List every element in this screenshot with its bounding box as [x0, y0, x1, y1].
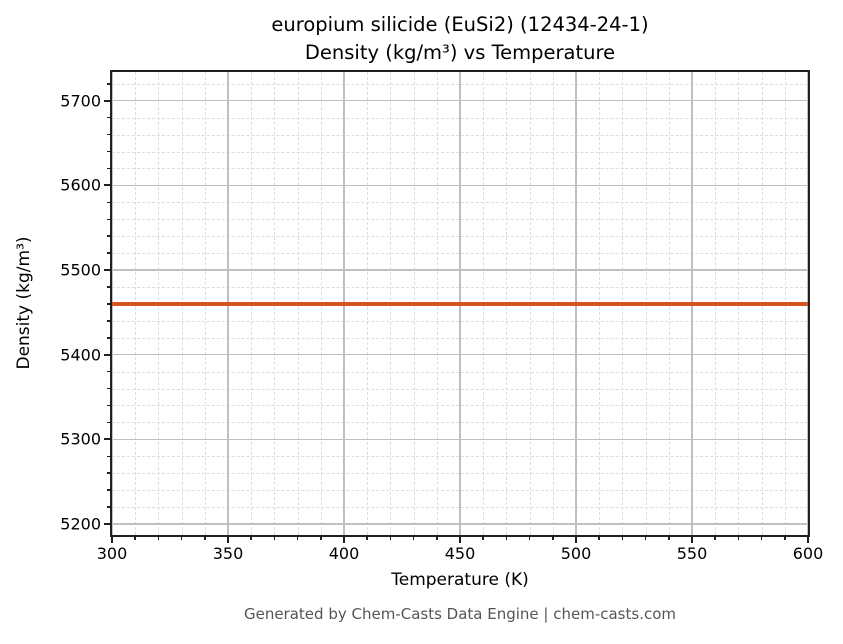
x-major-tick	[227, 536, 229, 543]
x-minor-tick	[389, 536, 392, 540]
x-major-tick	[459, 536, 461, 543]
x-minor-tick	[598, 536, 600, 540]
x-minor-tick	[157, 536, 160, 540]
y-major-tick	[104, 522, 111, 525]
x-tick-label: 550	[676, 544, 708, 563]
x-minor-tick	[552, 536, 554, 540]
x-major-tick	[111, 536, 113, 543]
x-minor-tick	[436, 536, 438, 540]
major-gridline-y	[112, 438, 808, 440]
x-minor-tick	[320, 536, 322, 540]
major-gridline-y	[112, 269, 808, 271]
y-major-tick	[104, 438, 111, 441]
y-minor-tick	[107, 150, 111, 153]
y-minor-tick	[107, 404, 111, 407]
plot-area	[111, 72, 809, 535]
x-minor-tick	[644, 536, 647, 540]
x-tick-label: 450	[444, 544, 476, 563]
x-minor-tick	[204, 536, 206, 540]
y-minor-tick	[107, 421, 111, 424]
y-minor-tick	[107, 218, 111, 221]
x-minor-tick	[505, 536, 508, 540]
x-minor-tick	[737, 536, 740, 540]
x-minor-tick	[134, 536, 136, 540]
chart-title-line1: europium silicide (EuSi2) (12434-24-1)	[271, 13, 649, 36]
x-minor-tick	[760, 536, 763, 540]
y-minor-tick	[107, 286, 111, 288]
y-major-tick	[104, 353, 111, 356]
x-tick-label: 600	[792, 544, 824, 563]
x-axis-label: Temperature (K)	[391, 570, 529, 590]
chart-title: europium silicide (EuSi2) (12434-24-1) D…	[112, 11, 808, 67]
major-gridline-y	[112, 100, 808, 102]
major-gridline-y	[112, 184, 808, 186]
y-minor-tick	[107, 133, 111, 136]
y-major-tick	[104, 99, 111, 102]
y-major-tick	[104, 269, 111, 272]
y-tick-label: 5400	[60, 345, 101, 365]
y-minor-tick	[107, 252, 111, 254]
x-minor-tick	[482, 536, 484, 540]
major-gridline-y	[112, 523, 808, 525]
y-minor-tick	[107, 167, 111, 170]
x-tick-label: 400	[328, 544, 360, 563]
x-major-tick	[691, 536, 693, 543]
y-minor-tick	[107, 116, 111, 119]
x-tick-label: 500	[560, 544, 592, 563]
major-gridline-y	[112, 354, 808, 356]
x-major-tick	[807, 536, 809, 543]
y-tick-label: 5200	[60, 514, 101, 534]
x-tick-label: 350	[212, 544, 244, 563]
y-minor-tick	[107, 387, 111, 390]
y-tick-label: 5500	[60, 260, 101, 280]
chart-title-line2: Density (kg/m³) vs Temperature	[304, 41, 616, 64]
x-major-tick	[343, 536, 345, 543]
x-minor-tick	[250, 536, 252, 540]
y-tick-label: 5700	[60, 91, 101, 111]
y-minor-tick	[107, 489, 111, 491]
x-minor-tick	[784, 536, 786, 540]
y-tick-label: 5300	[60, 429, 101, 449]
y-minor-tick	[107, 370, 111, 373]
y-major-tick	[104, 184, 111, 187]
x-minor-tick	[180, 536, 183, 540]
y-minor-tick	[107, 83, 111, 85]
y-minor-tick	[107, 303, 111, 305]
y-axis-label: Density (kg/m³)	[14, 236, 34, 370]
x-minor-tick	[273, 536, 276, 540]
x-minor-tick	[296, 536, 299, 540]
density-line	[112, 301, 808, 307]
y-minor-tick	[107, 320, 111, 322]
x-minor-tick	[714, 536, 716, 540]
y-minor-tick	[107, 506, 111, 508]
y-minor-tick	[107, 472, 111, 474]
x-minor-tick	[621, 536, 624, 540]
y-minor-tick	[107, 235, 111, 237]
y-minor-tick	[107, 455, 111, 458]
x-minor-tick	[366, 536, 368, 540]
footer-credit: Generated by Chem-Casts Data Engine | ch…	[243, 605, 677, 623]
y-minor-tick	[107, 337, 111, 339]
y-minor-tick	[107, 201, 111, 204]
x-minor-tick	[668, 536, 670, 540]
x-minor-tick	[412, 536, 415, 540]
x-minor-tick	[528, 536, 531, 540]
x-major-tick	[575, 536, 577, 543]
y-tick-label: 5600	[60, 175, 101, 195]
x-tick-label: 300	[96, 544, 128, 563]
